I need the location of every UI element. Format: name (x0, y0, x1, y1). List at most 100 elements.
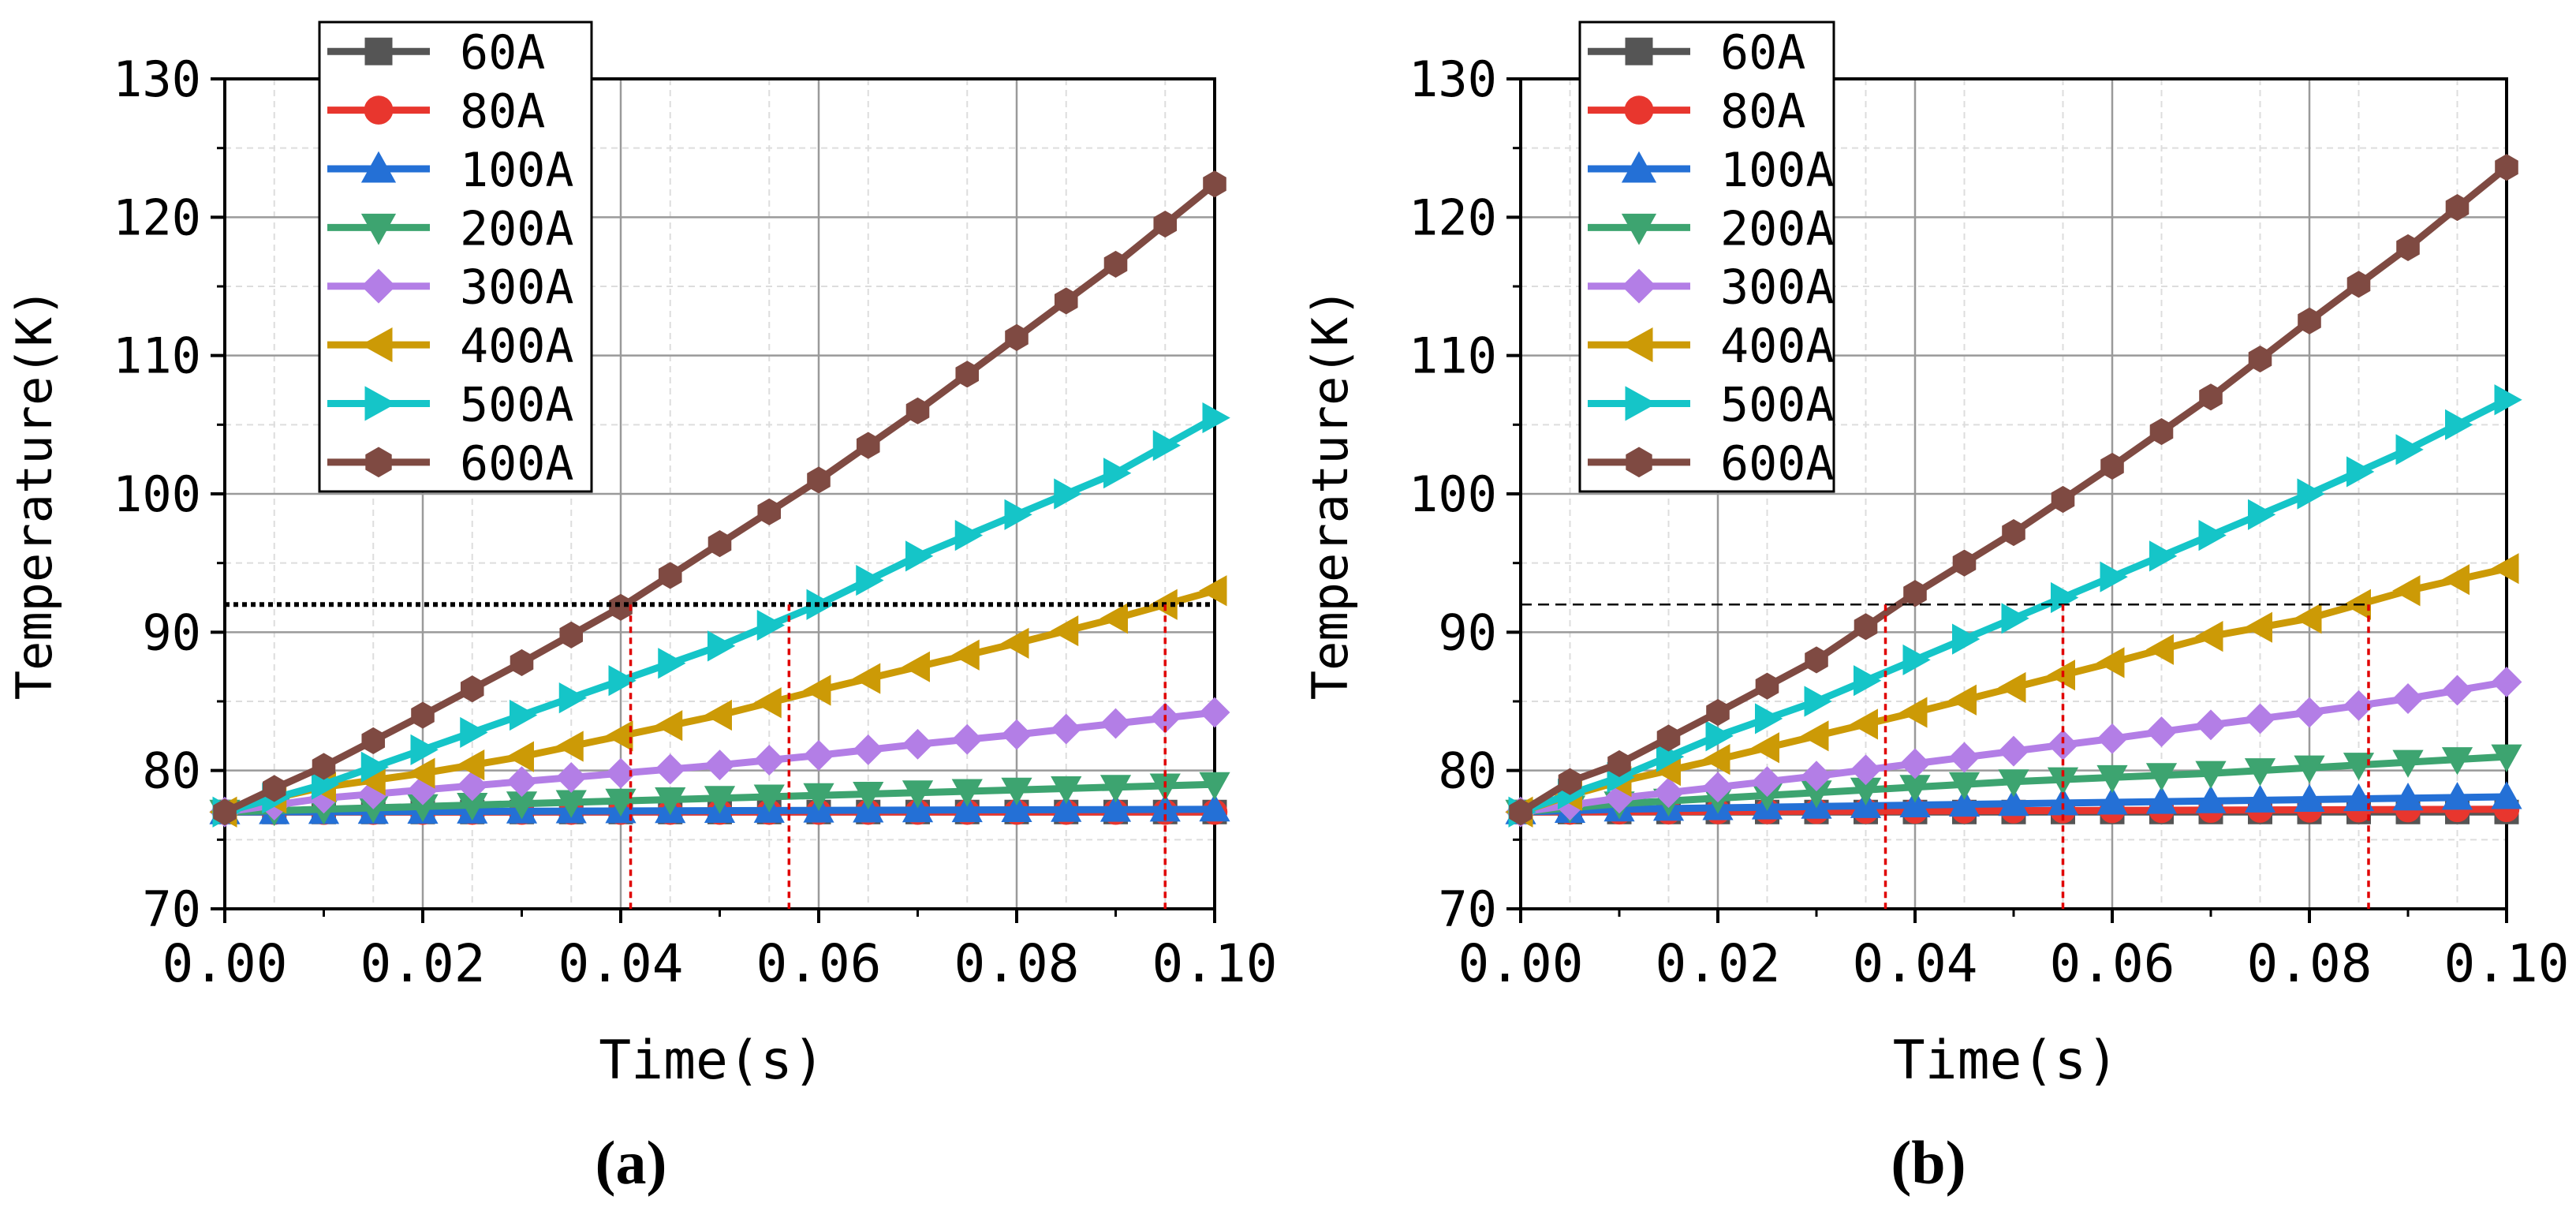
x-tick-label: 0.02 (360, 933, 486, 994)
data-point-600A (1952, 549, 1977, 577)
data-point-100A (1998, 787, 2029, 817)
chart-panel-b: 70 80 90 100 110 120 130 0.00 0.02 0.04 0.06 0.08 0.… (1301, 21, 2569, 1197)
data-point-600A (213, 798, 237, 826)
data-point-500A (2001, 603, 2029, 634)
data-point-400A (2096, 647, 2125, 678)
y-tick-label: 100 (113, 465, 201, 523)
series-group (1505, 154, 2522, 828)
data-point-400A (555, 731, 584, 762)
data-point-400A (2145, 634, 2174, 665)
x-tick-label: 0.06 (756, 933, 882, 994)
legend-item-200A: 200A (1588, 201, 1835, 256)
data-point-300A (2392, 683, 2424, 714)
data-point-200A (2244, 758, 2276, 787)
data-point-400A (2294, 603, 2322, 634)
data-point-400A (1850, 708, 1878, 740)
data-point-600A (2396, 234, 2420, 261)
y-tick-label: 130 (113, 50, 201, 108)
data-point-500A (2445, 409, 2473, 440)
y-tick-label: 80 (1438, 742, 1497, 800)
data-point-300A (1653, 777, 1684, 809)
legend-swatch-marker (360, 213, 397, 245)
data-point-300A (1199, 697, 1230, 728)
data-point-500A (1152, 430, 1182, 462)
data-point-300A (1752, 766, 1783, 798)
data-point-600A (2346, 271, 2371, 298)
data-point-200A (2145, 763, 2178, 791)
legend-swatch-marker (364, 95, 394, 125)
data-point-500A (558, 682, 588, 714)
data-point-400A (1801, 720, 1829, 752)
chart-panel-a: 70 80 90 100 110 120 130 0.00 0.02 0.04 0.06 0.08 0.… (6, 21, 1277, 1197)
x-axis-label: Time(s) (1893, 1030, 2119, 1092)
y-tick-label: 120 (113, 189, 201, 246)
data-point-600A (905, 397, 930, 424)
legend-item-500A: 500A (1588, 377, 1835, 432)
legend-item-100A: 100A (1588, 143, 1835, 198)
data-point-600A (2445, 193, 2470, 222)
data-point-300A (2442, 675, 2473, 706)
data-point-100A (2392, 782, 2424, 811)
data-point-400A (456, 749, 485, 781)
legend-swatch-marker (1621, 327, 1653, 363)
legend-swatch-marker (1626, 447, 1652, 478)
data-point-500A (2100, 561, 2128, 592)
data-point-400A (1751, 732, 1779, 764)
y-tick-label: 100 (1409, 465, 1497, 523)
data-point-400A (1899, 697, 1928, 728)
legend-label: 200A (460, 201, 574, 256)
legend-item-100A: 100A (327, 143, 574, 198)
data-point-200A (2343, 753, 2375, 781)
data-point-100A (1099, 794, 1132, 822)
data-point-200A (1051, 776, 1082, 805)
data-point-600A (2495, 154, 2518, 181)
data-point-500A (856, 564, 884, 596)
data-point-400A (2195, 620, 2223, 652)
data-point-500A (460, 716, 488, 749)
data-point-600A (1656, 724, 1681, 752)
data-point-200A (2294, 755, 2325, 783)
data-point-600A (460, 675, 484, 703)
panel-label: (a) (595, 1128, 667, 1197)
legend-item-80A: 80A (1588, 84, 1805, 140)
data-point-500A (360, 751, 390, 783)
data-point-300A (457, 770, 488, 802)
data-point-600A (807, 466, 831, 494)
data-point-400A (1948, 684, 1977, 716)
x-tick-label: 0.00 (162, 933, 288, 994)
data-point-300A (753, 745, 785, 776)
data-point-300A (2195, 709, 2227, 741)
data-point-600A (1805, 646, 1828, 674)
data-point-400A (852, 663, 881, 694)
legend-swatch-marker (361, 268, 396, 304)
data-point-600A (1103, 250, 1128, 278)
data-point-600A (955, 361, 980, 388)
data-point-500A (2346, 456, 2375, 488)
data-point-400A (753, 687, 782, 719)
data-point-300A (605, 757, 637, 789)
data-point-300A (1051, 713, 1082, 745)
data-point-300A (853, 734, 884, 765)
data-point-400A (2392, 575, 2421, 607)
data-point-600A (856, 432, 880, 459)
data-point-600A (2149, 418, 2174, 446)
data-point-500A (1202, 402, 1230, 434)
data-point-400A (605, 720, 633, 752)
data-point-600A (312, 753, 336, 780)
data-point-500A (1054, 478, 1082, 510)
data-point-400A (2491, 553, 2519, 585)
data-point-100A (2195, 785, 2227, 813)
data-point-600A (2248, 345, 2272, 373)
data-point-100A (951, 794, 983, 823)
legend-label: 600A (1720, 436, 1835, 492)
data-point-200A (1199, 772, 1230, 800)
data-point-600A (2298, 307, 2321, 335)
data-point-300A (1100, 708, 1131, 739)
data-point-500A (707, 630, 736, 662)
data-point-500A (1103, 458, 1132, 489)
series-500A (1508, 384, 2522, 828)
data-point-600A (658, 562, 682, 589)
legend-swatch-marker (1625, 386, 1657, 421)
data-point-600A (559, 621, 584, 648)
